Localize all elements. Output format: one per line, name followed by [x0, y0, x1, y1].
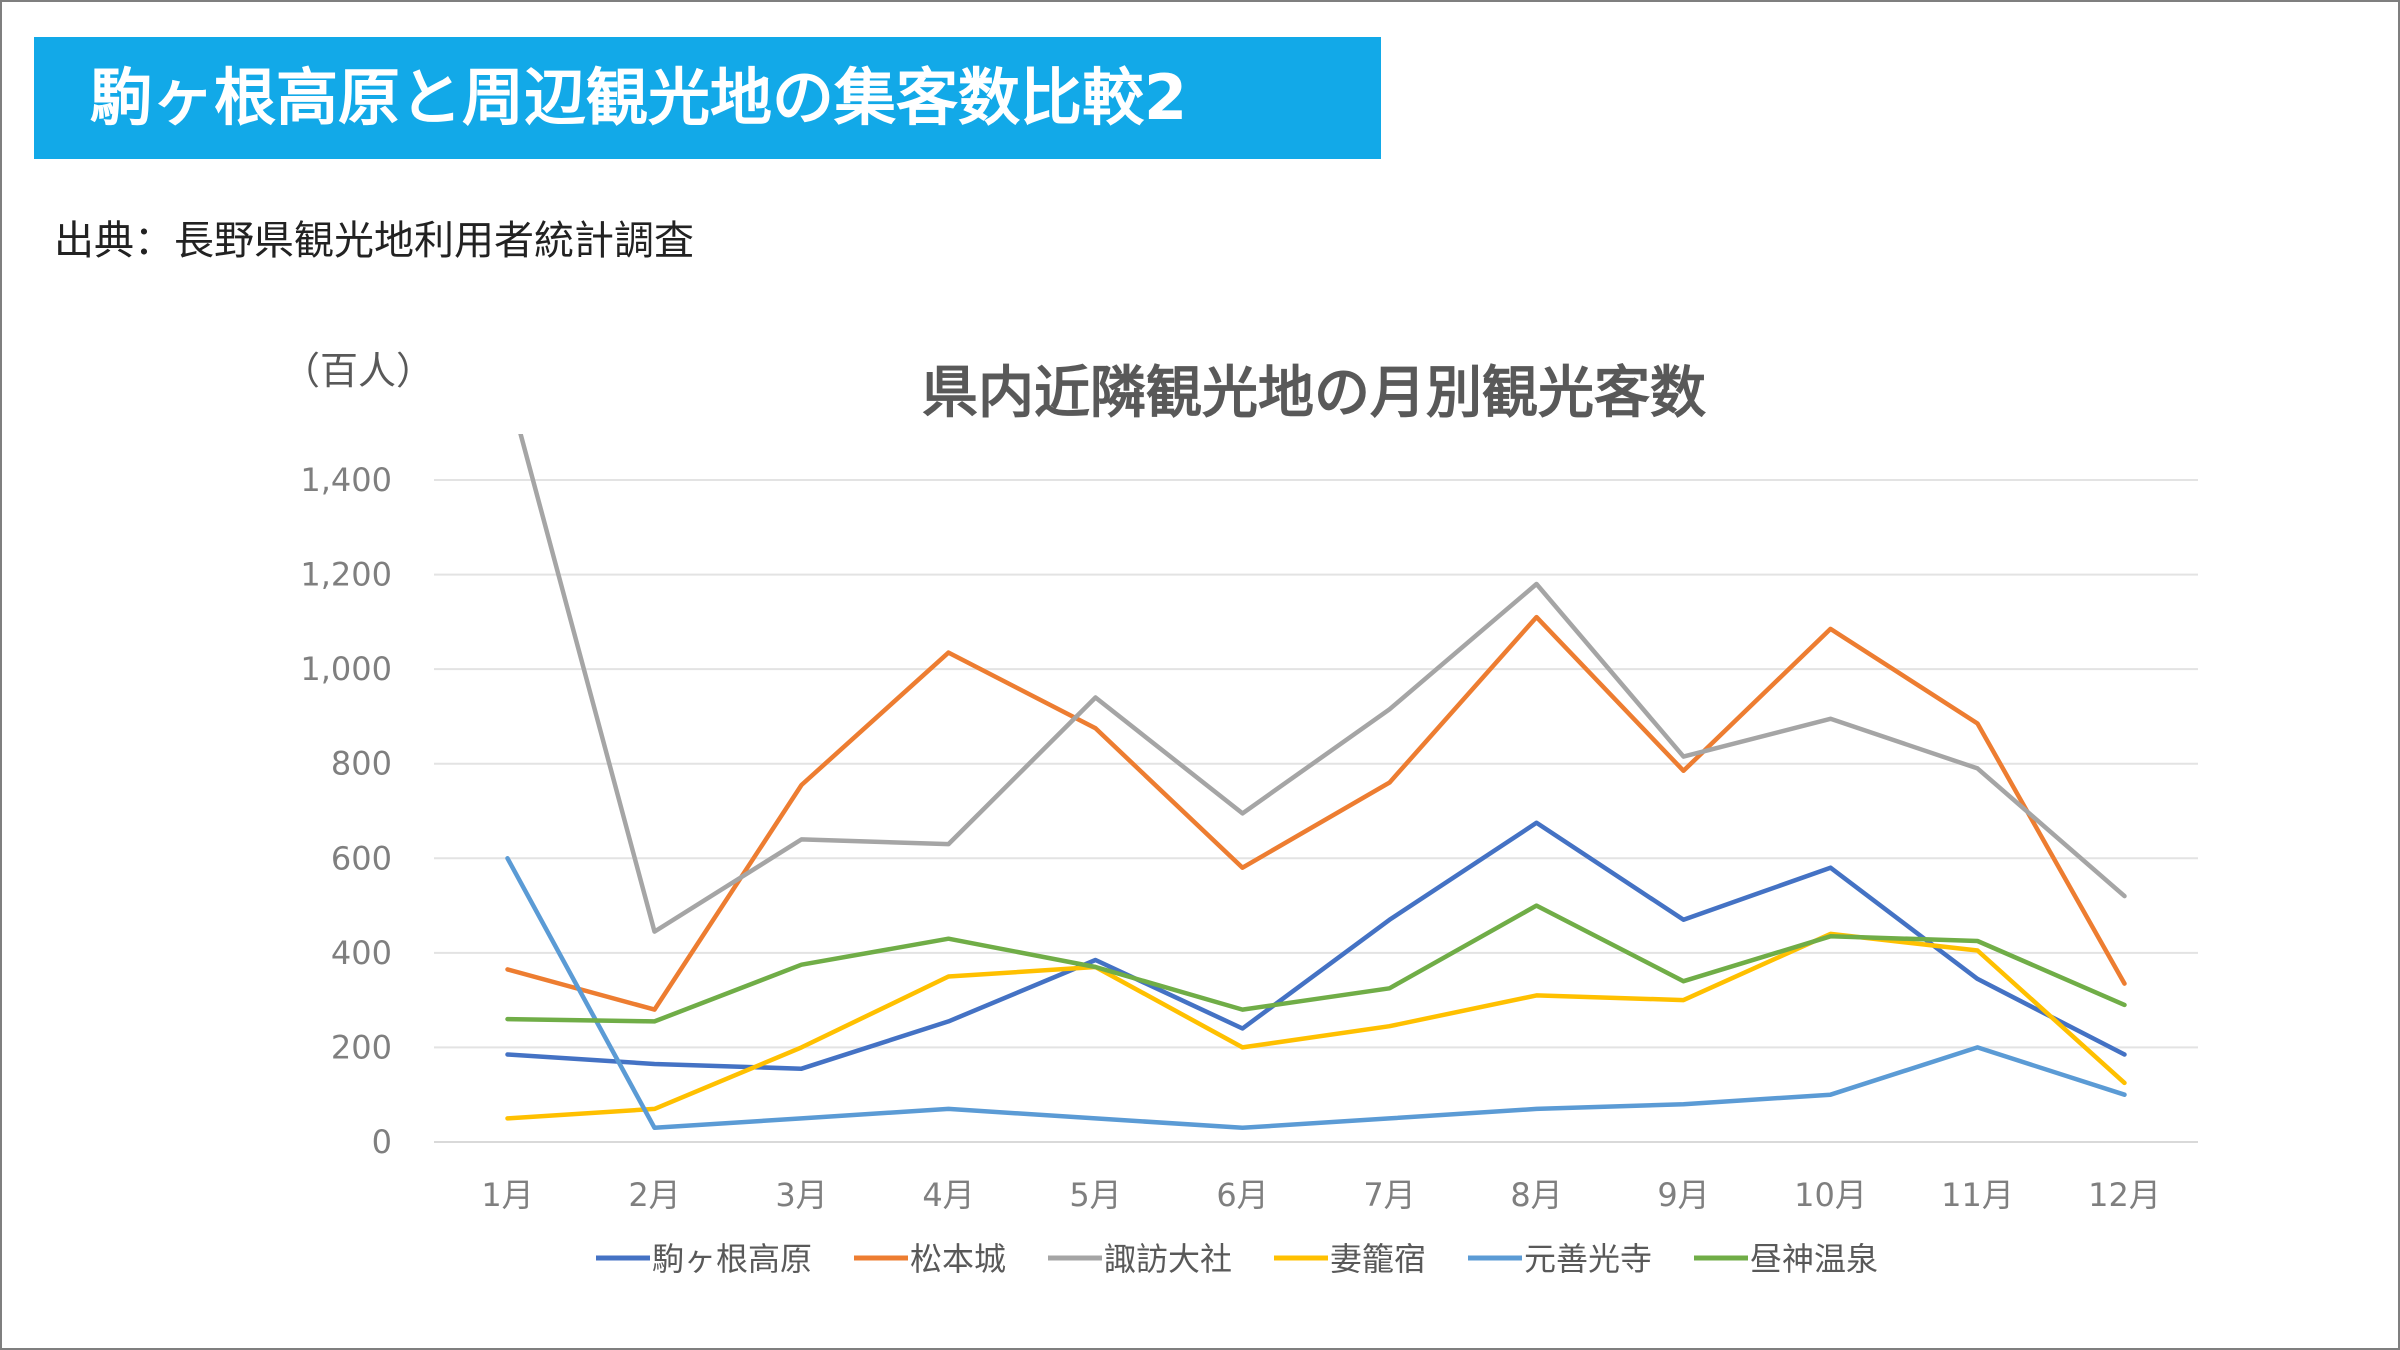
x-tick-label: 8月: [1510, 1176, 1562, 1214]
y-tick-label: 600: [331, 839, 392, 877]
slide-title: 駒ヶ根高原と周辺観光地の集客数比較2: [34, 37, 1381, 159]
x-axis-ticks: 1月 2月 3月 4月 5月 6月 7月 8月 9月 10月 11月 12月: [481, 1176, 2161, 1214]
y-axis-unit-label: （百人）: [282, 349, 434, 393]
x-tick-label: 10月: [1794, 1176, 1867, 1214]
series-line: [505, 820, 2127, 1071]
y-tick-label: 800: [331, 745, 392, 783]
legend-label: 昼神温泉: [1750, 1240, 1878, 1278]
legend-label: 妻籠宿: [1330, 1240, 1426, 1278]
series-line: [505, 856, 2127, 1131]
legend-item: 妻籠宿: [1274, 1240, 1426, 1278]
x-tick-label: 1月: [481, 1176, 533, 1214]
y-tick-label: 200: [331, 1028, 392, 1066]
chart-title: 県内近隣観光地の月別観光客数: [922, 361, 1706, 426]
x-tick-label: 12月: [2088, 1176, 2161, 1214]
x-tick-label: 2月: [628, 1176, 680, 1214]
legend: 駒ヶ根高原 松本城 諏訪大社 妻籠宿 元善光寺 昼神温泉: [596, 1240, 1878, 1278]
legend-item: 元善光寺: [1468, 1240, 1652, 1278]
source-note: 出典：長野県観光地利用者統計調査: [54, 218, 694, 264]
x-tick-label: 7月: [1363, 1176, 1415, 1214]
y-tick-label: 1,400: [300, 461, 392, 499]
series-line: [518, 434, 2127, 934]
x-tick-label: 3月: [775, 1176, 827, 1214]
x-tick-label: 6月: [1216, 1176, 1268, 1214]
y-tick-label: 400: [331, 934, 392, 972]
y-tick-label: 0: [372, 1123, 392, 1161]
y-tick-label: 1,200: [300, 556, 392, 594]
series-lines: [505, 434, 2127, 1131]
series-line: [505, 903, 2127, 1024]
y-tick-label: 1,000: [300, 650, 392, 688]
series-line: [505, 931, 2127, 1121]
legend-label: 諏訪大社: [1104, 1240, 1232, 1278]
legend-label: 駒ヶ根高原: [652, 1240, 812, 1278]
legend-item: 松本城: [854, 1240, 1006, 1278]
legend-item: 駒ヶ根高原: [596, 1240, 812, 1278]
legend-item: 諏訪大社: [1048, 1240, 1232, 1278]
legend-item: 昼神温泉: [1694, 1240, 1878, 1278]
legend-label: 松本城: [910, 1240, 1006, 1278]
x-tick-label: 4月: [922, 1176, 974, 1214]
x-tick-label: 5月: [1069, 1176, 1121, 1214]
x-tick-label: 11月: [1941, 1176, 2014, 1214]
gridlines: [434, 479, 2198, 1143]
series-line: [505, 614, 2127, 1012]
x-tick-label: 9月: [1657, 1176, 1709, 1214]
legend-label: 元善光寺: [1524, 1240, 1652, 1278]
y-axis-ticks: 0 200 400 600 800 1,000 1,200 1,400: [300, 461, 392, 1161]
